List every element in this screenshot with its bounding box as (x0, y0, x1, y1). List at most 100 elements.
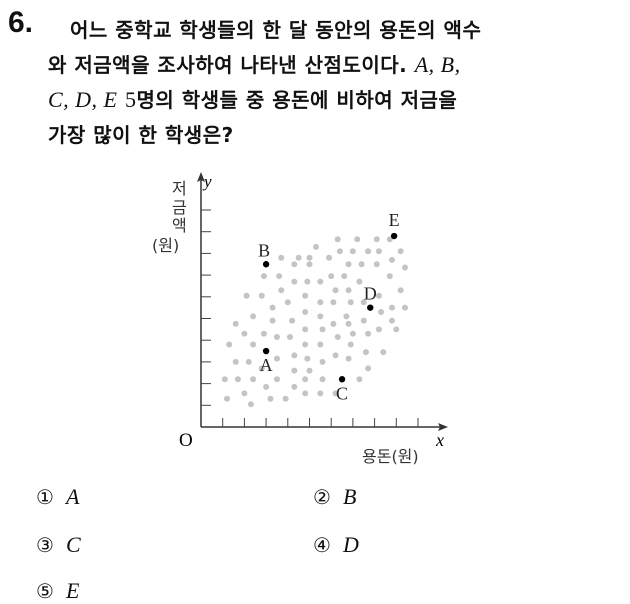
question-line-2: 와 저금액을 조사하여 나타낸 산점도이다. A, B, (48, 49, 461, 78)
background-point (302, 341, 309, 348)
background-point (317, 278, 324, 285)
background-point (269, 304, 276, 311)
background-point (304, 355, 311, 362)
background-point (362, 349, 369, 356)
background-point (349, 248, 356, 255)
y-axis-label: 금 (172, 198, 187, 217)
background-point (241, 330, 248, 337)
y-axis-symbol: y (202, 172, 212, 191)
option-label: D (342, 532, 359, 557)
background-point (232, 358, 239, 365)
background-point (273, 355, 280, 362)
background-point (347, 299, 354, 306)
question-line-1: 어느 중학교 학생들의 한 달 동안의 용돈의 액수 (70, 18, 482, 42)
background-point (289, 317, 296, 324)
background-point (267, 395, 274, 402)
option-label: A (65, 484, 80, 509)
background-point (291, 383, 298, 390)
origin-label: O (179, 430, 193, 451)
background-point (401, 264, 408, 271)
background-point (360, 317, 367, 324)
background-point (373, 261, 380, 268)
background-point (278, 287, 285, 294)
background-point (360, 299, 367, 306)
background-point (334, 333, 341, 340)
background-point (273, 333, 280, 340)
background-point (302, 390, 309, 397)
background-point (302, 376, 309, 383)
background-point (380, 349, 387, 356)
background-point (343, 313, 350, 320)
question-number: 6. (8, 6, 34, 39)
background-point (328, 273, 335, 280)
background-point (221, 376, 228, 383)
background-point (319, 376, 326, 383)
x-axis-symbol: x (435, 430, 444, 450)
background-point (341, 273, 348, 280)
background-point (224, 395, 231, 402)
question-line-3: C, D, E 5명의 학생들 중 용돈에 비하여 저금을 (48, 84, 457, 113)
background-point (330, 299, 337, 306)
background-point (401, 304, 408, 311)
background-point (291, 367, 298, 374)
background-point (260, 273, 267, 280)
background-point (302, 292, 309, 299)
option-number: ③ (36, 535, 54, 557)
background-point (234, 376, 241, 383)
background-point (317, 299, 324, 306)
background-point (304, 278, 311, 285)
background-point (286, 333, 293, 340)
question-math: A, B, (414, 52, 461, 77)
background-point (358, 261, 365, 268)
background-point (306, 261, 313, 268)
background-point (386, 236, 393, 243)
y-axis-label: (원) (152, 236, 179, 255)
question-number-five: 5 (124, 87, 137, 112)
background-point (336, 248, 343, 255)
background-point (345, 261, 352, 268)
background-point (388, 304, 395, 311)
question-math: C, D, E (48, 87, 118, 112)
background-point (232, 320, 239, 327)
point-C (338, 376, 346, 383)
background-point (375, 248, 382, 255)
point-label-E: E (389, 210, 400, 230)
option-number: ① (36, 487, 54, 509)
background-point (345, 355, 352, 362)
option-number: ④ (313, 535, 331, 557)
background-point (319, 326, 326, 333)
background-point (276, 273, 283, 280)
background-point (291, 278, 298, 285)
point-A (262, 347, 270, 355)
background-point (332, 390, 339, 397)
background-point (269, 317, 276, 324)
background-point (388, 317, 395, 324)
y-axis-label: 저 (172, 179, 187, 198)
question-text: 명의 학생들 중 용돈에 비하여 저금을 (136, 88, 458, 112)
background-point (273, 376, 280, 383)
background-point (319, 358, 326, 365)
background-point (226, 341, 233, 348)
background-point (250, 341, 257, 348)
background-point (345, 287, 352, 294)
background-point (247, 401, 254, 408)
option-label: E (65, 578, 80, 603)
background-point (258, 292, 265, 299)
background-point (245, 358, 252, 365)
point-label-A: A (260, 355, 273, 375)
background-point (354, 236, 361, 243)
point-label-B: B (258, 240, 270, 260)
background-point (386, 273, 393, 280)
background-point (332, 352, 339, 359)
question-text: 와 저금액을 조사하여 나타낸 산점도이다. (48, 53, 408, 77)
background-point (263, 383, 270, 390)
background-point (378, 308, 385, 315)
background-point (291, 261, 298, 268)
background-point (365, 248, 372, 255)
background-point (243, 292, 250, 299)
